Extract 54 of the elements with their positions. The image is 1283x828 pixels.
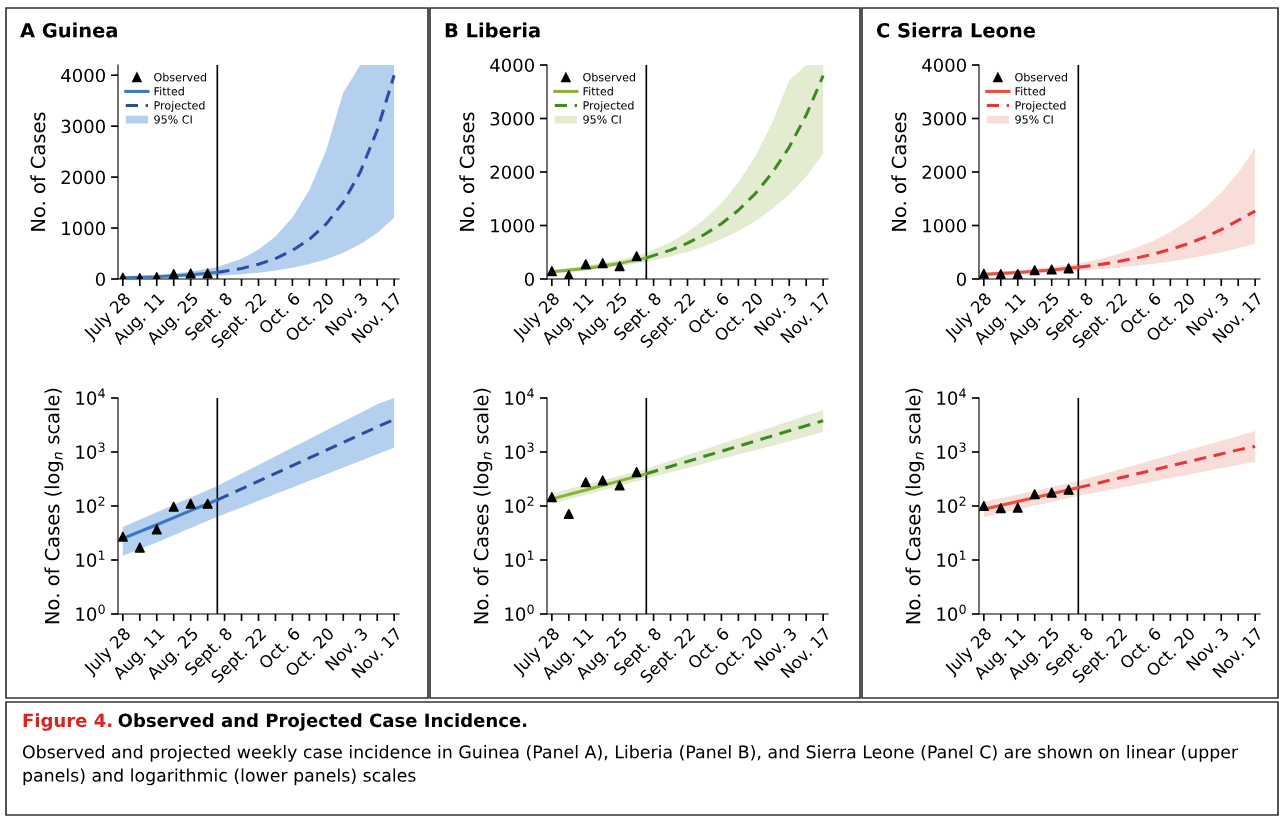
- y-tick-label: 3000: [490, 111, 534, 126]
- y-tick-label: 2000: [490, 165, 534, 180]
- y-tick-label: 10$^{3}$: [937, 442, 966, 459]
- legend-label: Projected: [583, 100, 634, 112]
- y-tick-label: 0: [95, 272, 105, 287]
- y-tick-label: 10$^{4}$: [76, 388, 105, 405]
- y-tick-label: 10$^{4}$: [937, 388, 966, 405]
- y-tick-label: 4000: [61, 68, 105, 83]
- legend-label: Observed: [154, 72, 206, 82]
- legend-label: Projected: [154, 100, 205, 112]
- y-axis-title: No. of Cases (log$_{n}$ scale): [473, 388, 493, 624]
- legend-label: Fitted: [154, 86, 184, 96]
- legend-label: 95% CI: [154, 115, 192, 124]
- y-tick-label: 4000: [490, 58, 534, 73]
- chart-title: B Liberia: [445, 22, 540, 38]
- y-tick-label: 10$^{1}$: [505, 550, 534, 567]
- chart-title: C Sierra Leone: [876, 22, 1035, 38]
- y-axis-title: No. of Cases (log$_{n}$ scale): [905, 388, 925, 624]
- y-axis-title: No. of Cases: [30, 112, 46, 231]
- y-tick-label: 4000: [922, 58, 966, 73]
- y-tick-label: 3000: [61, 119, 105, 134]
- legend-label: Observed: [583, 72, 635, 82]
- y-tick-label: 10$^{3}$: [505, 442, 534, 459]
- y-tick-label: 10$^{3}$: [76, 442, 105, 459]
- y-tick-label: 3000: [922, 111, 966, 126]
- y-tick-label: 10$^{1}$: [937, 550, 966, 567]
- legend-label: Observed: [1015, 72, 1067, 82]
- y-tick-label: 10$^{2}$: [76, 496, 105, 513]
- legend-label: 95% CI: [1015, 115, 1053, 124]
- y-tick-label: 10$^{2}$: [505, 496, 534, 513]
- y-tick-label: 1000: [62, 221, 105, 236]
- text: Observed and Projected Case Incidence.: [118, 713, 527, 731]
- legend-label: Projected: [1015, 100, 1066, 112]
- legend-label: Fitted: [1015, 86, 1045, 96]
- y-tick-label: 10$^{0}$: [937, 604, 966, 621]
- y-tick-label: 0: [524, 272, 534, 287]
- y-tick-label: 1000: [491, 218, 534, 233]
- y-tick-label: 10$^{2}$: [937, 496, 966, 513]
- y-tick-label: 2000: [61, 170, 105, 185]
- y-tick-label: 10$^{0}$: [76, 604, 105, 621]
- chart-title: A Guinea: [20, 22, 117, 38]
- y-axis-title: No. of Cases (log$_{n}$ scale): [44, 388, 64, 624]
- y-tick-label: 10$^{0}$: [505, 604, 534, 621]
- y-tick-label: 10$^{4}$: [505, 388, 534, 405]
- y-axis-title: No. of Cases: [891, 112, 907, 231]
- y-tick-label: 2000: [922, 165, 966, 180]
- y-tick-label: 10$^{1}$: [76, 550, 105, 567]
- legend-label: Fitted: [583, 86, 613, 96]
- y-tick-label: 0: [956, 272, 966, 287]
- y-axis-title: No. of Cases: [459, 112, 475, 231]
- caption: Figure 4.: [23, 713, 112, 731]
- text: Observed and projected weekly case incidence in Guinea (Panel A), Liberia (Panel B), and Sierra Leone (Panel C) are shown on linear (upper panels) and logarithmic (lower panels) scales: [22, 745, 1239, 786]
- y-tick-label: 1000: [923, 218, 966, 233]
- legend-label: 95% CI: [583, 115, 621, 124]
